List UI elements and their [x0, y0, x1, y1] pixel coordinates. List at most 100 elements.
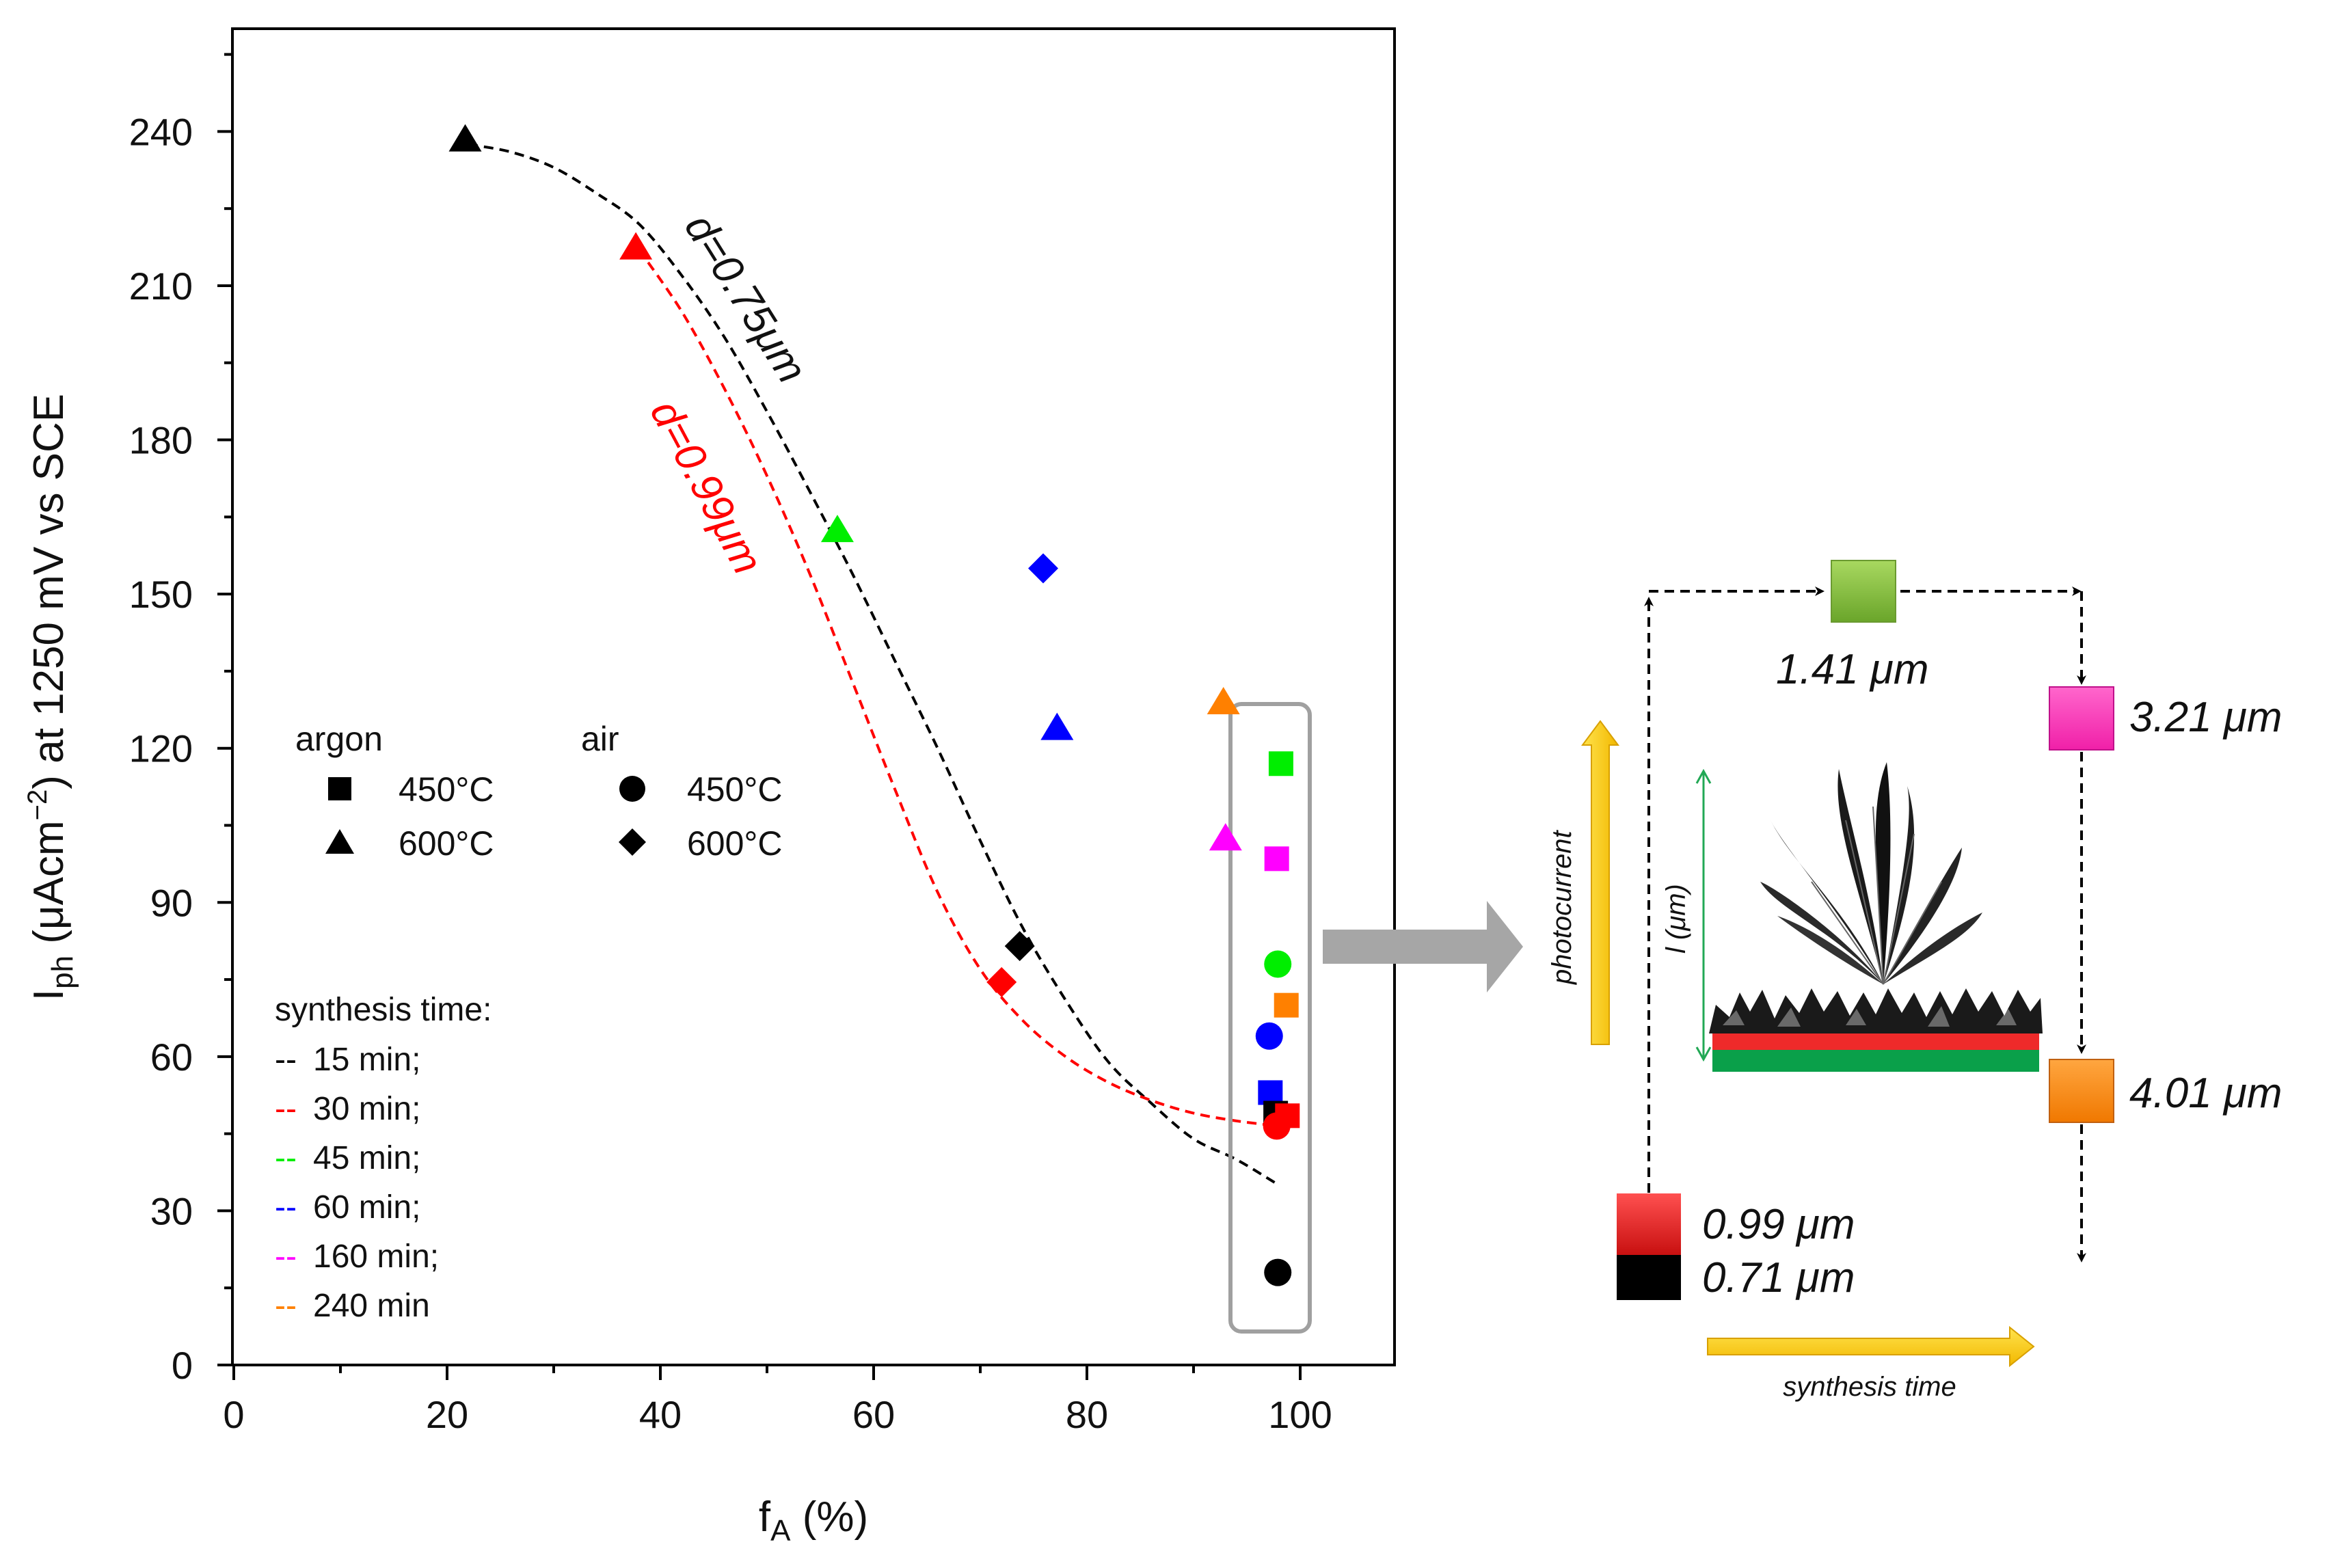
legend-synthesis-title: synthesis time:	[275, 992, 492, 1028]
legend-item-60: 60 min;	[313, 1189, 420, 1226]
marker-triangle-240min	[1207, 687, 1240, 715]
y-tick-label: 240	[129, 110, 193, 153]
y-tick-label: 60	[150, 1036, 193, 1079]
x-tick-labels: 0 20 40 60 80 100	[223, 1393, 1332, 1436]
grey-arrow	[1323, 901, 1523, 992]
synthesis-time-arrow	[1707, 1325, 2035, 1368]
fit-curve-0-75	[468, 143, 1280, 1187]
photocurrent-arrow	[1581, 720, 1619, 1045]
legend-markers: argon air 450°C 600°C 450°C 600°C	[295, 720, 783, 863]
legend-dash-240: --	[275, 1288, 297, 1324]
legend-item-160: 160 min;	[313, 1239, 439, 1275]
y-tick-label: 30	[150, 1189, 193, 1232]
x-tick-label: 40	[639, 1393, 682, 1436]
marker-triangle-160min	[1209, 823, 1242, 851]
substrate-red	[1712, 1032, 2039, 1050]
x-tick-label: 80	[1066, 1393, 1108, 1436]
legend-argon: argon	[295, 720, 383, 758]
marker-diamond-30min	[986, 967, 1017, 997]
square-green	[1831, 560, 1896, 623]
marker-circle-60min	[1255, 1022, 1283, 1050]
y-tick-label: 120	[129, 727, 193, 770]
x-tick-label: 100	[1268, 1393, 1332, 1436]
schematic: 1.41 μm 3.21 μm 4.01 μm 0.99 μm 0.71 μm …	[1547, 560, 2283, 1402]
marker-circle-45min	[1264, 950, 1292, 978]
legend-item-15: 15 min;	[313, 1042, 420, 1078]
legend-dash-30: --	[275, 1091, 297, 1127]
y-tick-label: 90	[150, 881, 193, 924]
fit-label-0-75: d=0.75μm	[675, 206, 816, 391]
legend-air-600: 600°C	[687, 824, 783, 863]
legend-square-marker	[328, 777, 351, 800]
nanoflake-layer	[1709, 988, 2043, 1033]
data-markers	[448, 124, 1300, 1286]
y-tick-label: 180	[129, 419, 193, 462]
synthesis-time-label: synthesis time	[1783, 1372, 1956, 1402]
y-label-rest1: (μAcm	[25, 820, 72, 956]
marker-diamond-60min	[1028, 553, 1059, 584]
y-label-sup: −2	[23, 789, 53, 821]
y-axis-label: Iph (μAcm−2) at 1250 mV vs SCE	[23, 394, 79, 1001]
y-tick-labels: 0 30 60 90 120 150 180 210 240	[129, 110, 193, 1387]
legend-dash-45: --	[275, 1140, 297, 1176]
legend-diamond-marker	[619, 828, 646, 856]
legend-item-240: 240 min	[313, 1288, 430, 1324]
highlight-box	[1228, 702, 1312, 1334]
y-tick-label: 210	[129, 265, 193, 308]
legend-air-450: 450°C	[687, 770, 783, 809]
substrate-green	[1712, 1050, 2039, 1072]
y-tick-label: 0	[172, 1344, 193, 1387]
legend-dash-60: --	[275, 1189, 297, 1226]
length-label: l (μm)	[1661, 884, 1691, 954]
plot-frame	[231, 27, 1396, 1366]
label-0-99: 0.99 μm	[1702, 1201, 1855, 1248]
length-arrow-head-bottom	[1695, 1046, 1712, 1062]
legend-argon-600: 600°C	[399, 824, 494, 863]
fit-label-0-99: d=0.99μm	[641, 392, 772, 582]
x-tick-label: 60	[852, 1393, 895, 1436]
label-3-21: 3.21 μm	[2129, 694, 2283, 741]
square-pink	[2049, 686, 2114, 751]
legend-dash-15: --	[275, 1042, 297, 1078]
marker-triangle-15min	[448, 124, 482, 152]
x-label-main: f	[759, 1493, 771, 1541]
y-tick-label: 150	[129, 573, 193, 616]
legend-circle-marker	[619, 776, 645, 802]
length-arrow-head-top	[1695, 768, 1712, 784]
x-label-unit: (%)	[790, 1493, 868, 1541]
legend-item-45: 45 min;	[313, 1140, 420, 1176]
marker-square-160min	[1264, 846, 1289, 871]
legend-argon-450: 450°C	[399, 770, 494, 809]
marker-triangle-45min	[820, 515, 854, 543]
x-tick-label: 20	[426, 1393, 468, 1436]
label-1-41: 1.41 μm	[1776, 646, 1929, 693]
flower-nanostructure	[1760, 762, 1982, 985]
legend-dash-160: --	[275, 1239, 297, 1275]
label-4-01: 4.01 μm	[2129, 1070, 2283, 1117]
marker-square-45min	[1268, 751, 1293, 776]
legend-air: air	[581, 720, 619, 758]
legend-item-30: 30 min;	[313, 1091, 420, 1127]
square-black	[1617, 1255, 1681, 1300]
marker-circle-15min	[1264, 1258, 1292, 1286]
marker-square-240min	[1274, 992, 1299, 1018]
marker-square-60min	[1258, 1080, 1283, 1105]
fit-curve-0-99	[638, 249, 1280, 1128]
marker-triangle-30min	[619, 232, 653, 260]
y-label-sub: ph	[46, 956, 79, 989]
square-red	[1617, 1193, 1681, 1255]
axis-ticks	[217, 53, 1302, 1380]
marker-diamond-15min	[1004, 931, 1035, 962]
photocurrent-label: photocurrent	[1547, 830, 1577, 985]
marker-triangle-60min	[1040, 712, 1074, 740]
square-orange	[2049, 1059, 2114, 1123]
y-label-rest2: ) at 1250 mV vs SCE	[25, 394, 72, 789]
x-tick-label: 0	[223, 1393, 244, 1436]
y-label-main: I	[25, 989, 72, 1001]
x-axis-label: fA (%)	[759, 1493, 868, 1547]
legend-triangle-marker	[325, 829, 354, 854]
x-label-sub: A	[770, 1514, 791, 1547]
label-0-71: 0.71 μm	[1702, 1254, 1855, 1301]
legend-synthesis: synthesis time: -- 15 min; -- 30 min; --…	[275, 992, 492, 1324]
